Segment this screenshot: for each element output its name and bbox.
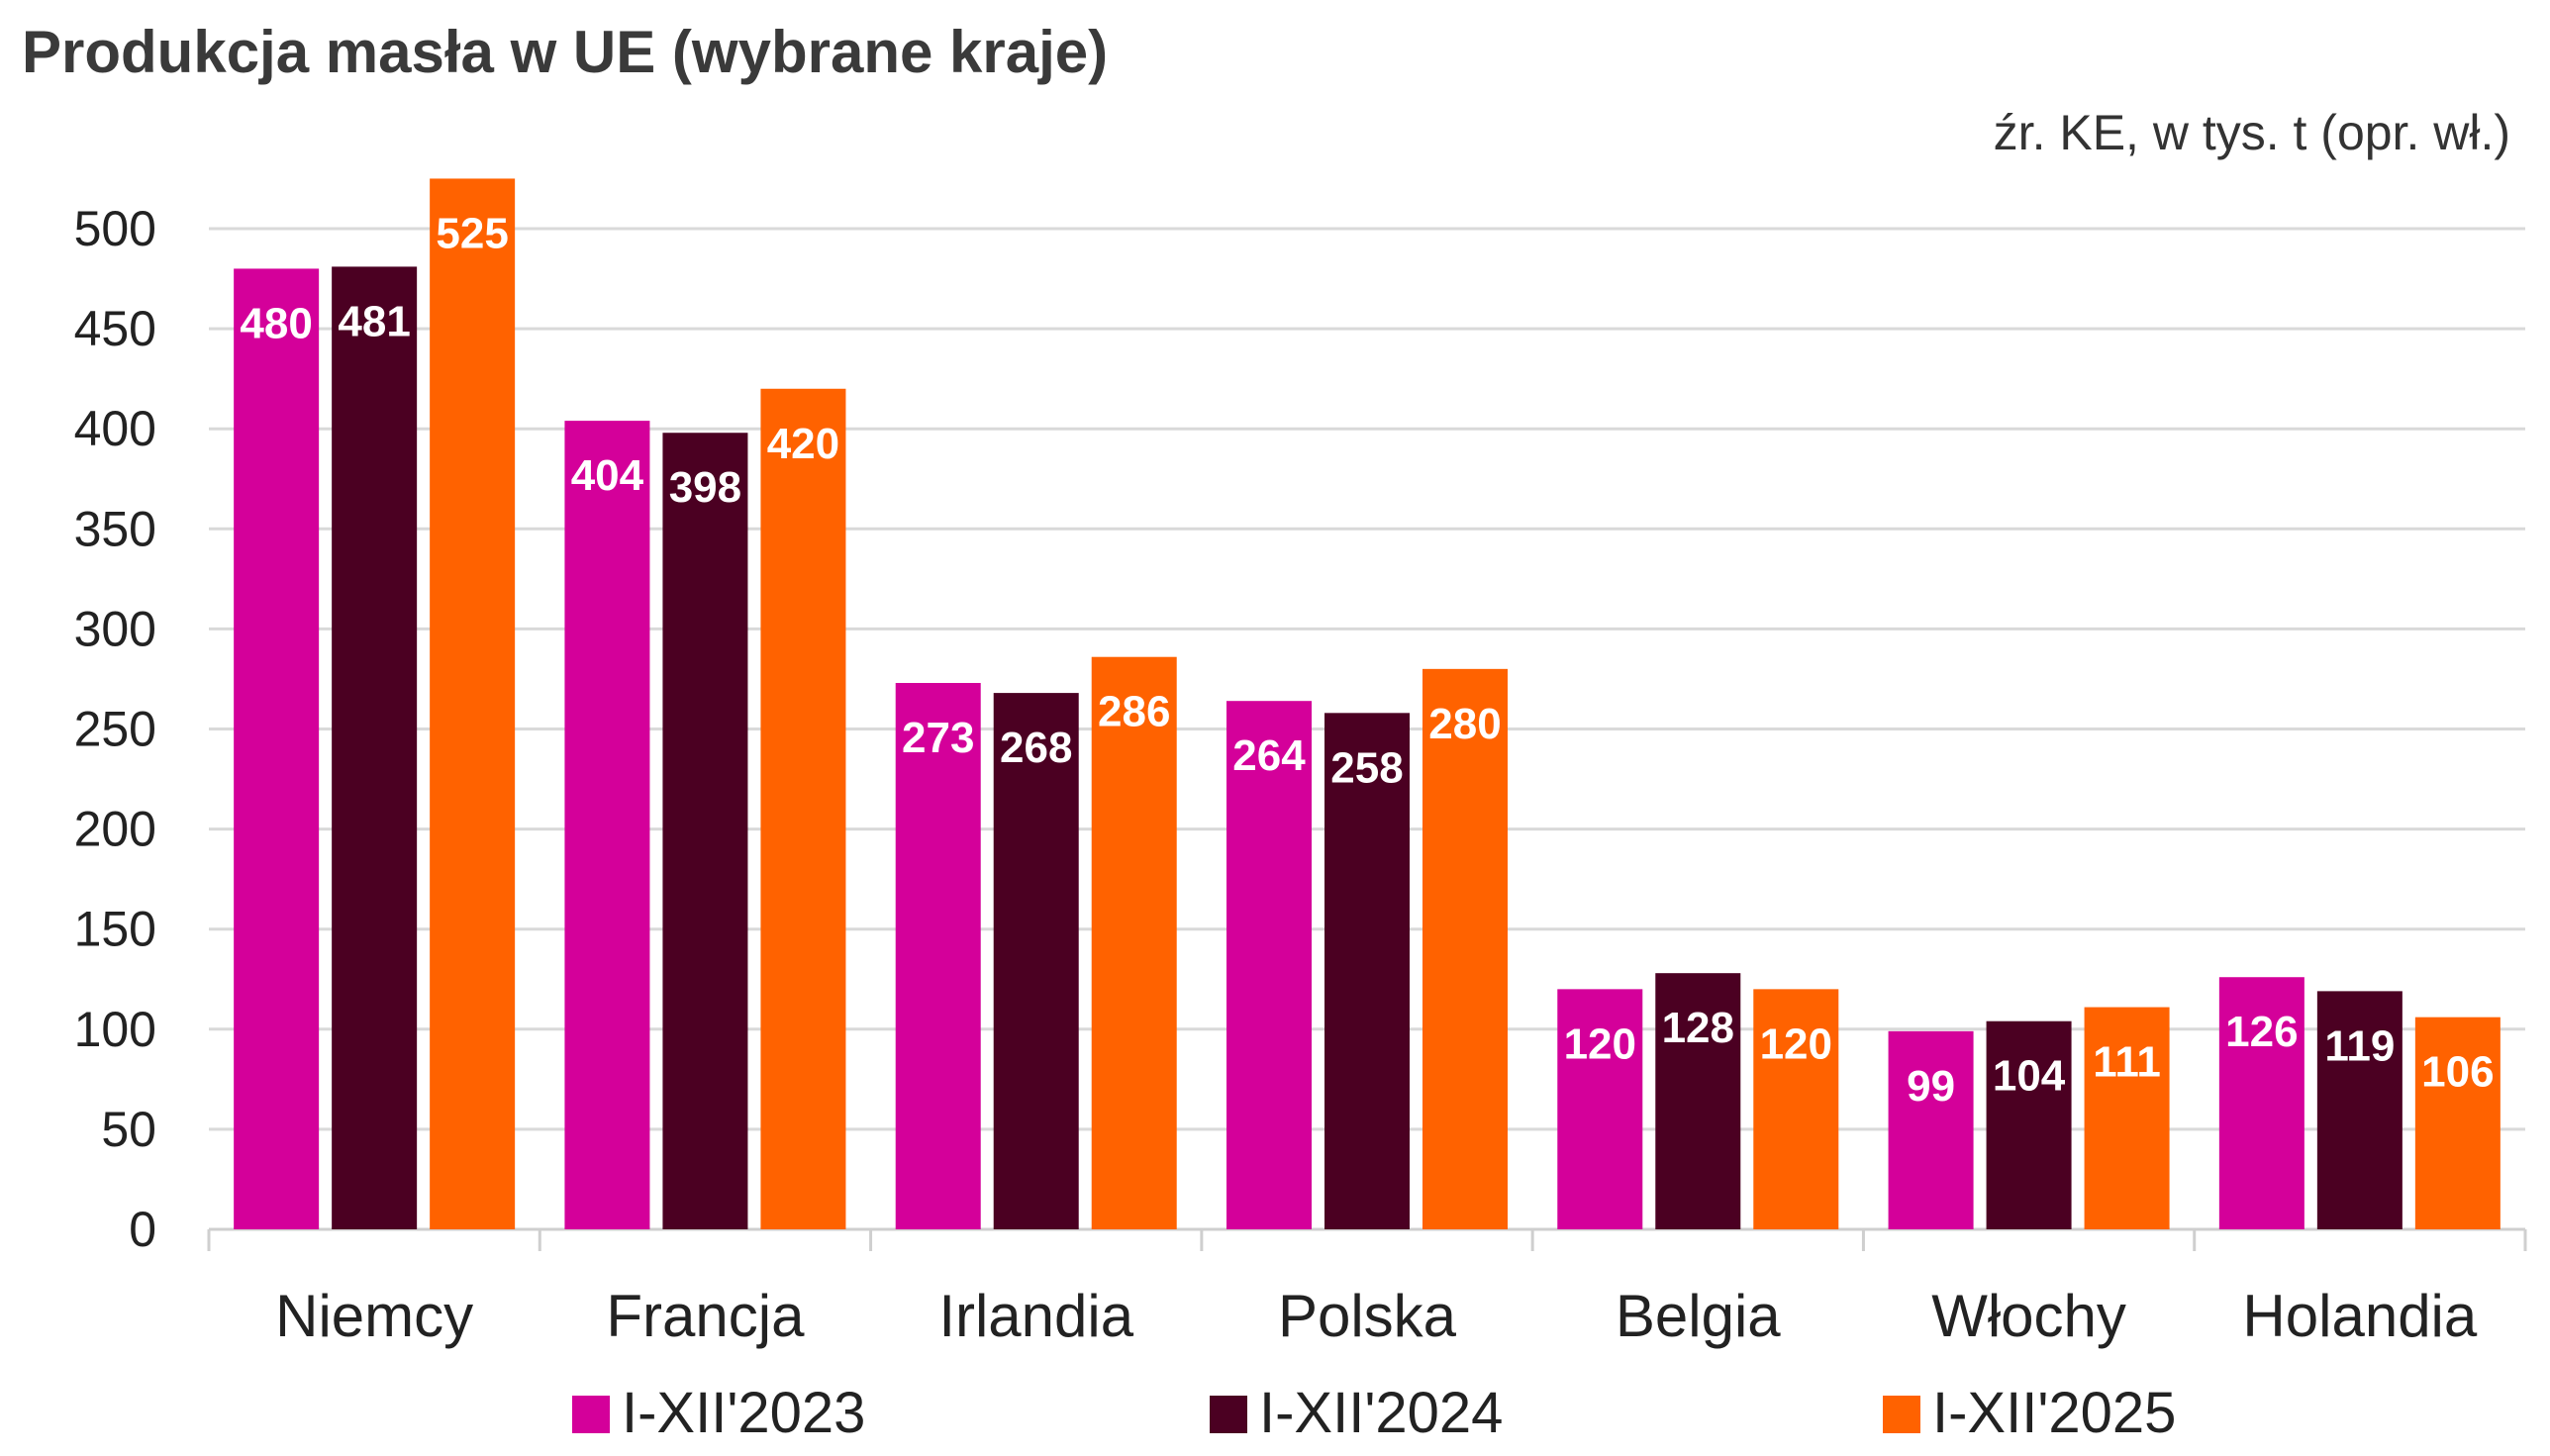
data-label: 268 <box>1000 724 1072 772</box>
data-label: 120 <box>1564 1019 1636 1068</box>
y-tick-label: 500 <box>74 201 156 256</box>
data-label: 128 <box>1662 1004 1734 1052</box>
legend-swatch <box>572 1396 610 1433</box>
x-category-label: Belgia <box>1616 1283 1781 1349</box>
data-label: 481 <box>338 297 410 345</box>
bar <box>662 433 748 1229</box>
y-tick-label: 300 <box>74 601 156 656</box>
bar <box>1986 1020 2072 1229</box>
bar <box>1753 989 1839 1229</box>
chart-source-note: źr. KE, w tys. t (opr. wł.) <box>1993 105 2510 160</box>
data-label: 404 <box>571 451 644 500</box>
bar <box>332 266 418 1230</box>
y-tick-label: 100 <box>74 1002 156 1057</box>
data-label: 280 <box>1428 700 1501 748</box>
bar <box>1557 989 1643 1229</box>
data-label: 525 <box>436 209 508 257</box>
bar <box>1422 668 1508 1229</box>
legend-label: I-XII'2025 <box>1932 1381 2176 1445</box>
y-tick-label: 450 <box>74 301 156 356</box>
bar <box>430 178 516 1230</box>
x-category-label: Holandia <box>2242 1283 2477 1349</box>
y-tick-label: 250 <box>74 702 156 757</box>
y-tick-label: 50 <box>101 1102 156 1157</box>
data-label: 286 <box>1098 688 1170 736</box>
data-label: 126 <box>2225 1008 2298 1056</box>
data-label: 258 <box>1330 743 1403 792</box>
bar <box>1091 656 1177 1229</box>
y-tick-label: 150 <box>74 902 156 957</box>
data-label: 99 <box>1907 1062 1955 1111</box>
bar <box>2414 1017 2501 1229</box>
data-label: 104 <box>1993 1052 2066 1101</box>
bar <box>993 693 1079 1229</box>
x-category-label: Francja <box>606 1283 805 1349</box>
bar <box>2218 977 2305 1229</box>
chart-title: Produkcja masła w UE (wybrane kraje) <box>22 19 1109 85</box>
data-label: 119 <box>2324 1021 2395 1070</box>
data-label: 111 <box>2093 1038 2161 1087</box>
x-category-label: Włochy <box>1931 1283 2126 1349</box>
data-label: 420 <box>767 420 839 468</box>
legend-label: I-XII'2023 <box>622 1381 865 1445</box>
x-category-label: Irlandia <box>938 1283 1133 1349</box>
bar <box>1226 701 1312 1229</box>
legend-label: I-XII'2024 <box>1259 1381 1503 1445</box>
bar <box>895 682 981 1229</box>
data-label: 273 <box>902 714 974 762</box>
bar <box>760 388 846 1229</box>
data-label: 264 <box>1232 731 1306 780</box>
y-tick-label: 0 <box>129 1202 156 1257</box>
bar <box>234 268 320 1229</box>
legend-swatch <box>1210 1396 1247 1433</box>
bar <box>564 421 650 1229</box>
y-tick-label: 350 <box>74 501 156 556</box>
data-label: 120 <box>1760 1019 1832 1068</box>
bar <box>1888 1030 1974 1229</box>
bar <box>1655 973 1741 1229</box>
x-category-label: Niemcy <box>275 1283 473 1349</box>
legend-swatch <box>1883 1396 1920 1433</box>
y-tick-label: 400 <box>74 401 156 456</box>
bar <box>2316 991 2403 1229</box>
y-tick-label: 200 <box>74 802 156 857</box>
data-label: 106 <box>2421 1048 2494 1097</box>
data-label: 480 <box>240 299 312 347</box>
bar <box>1324 713 1410 1229</box>
data-label: 398 <box>669 463 741 512</box>
x-category-label: Polska <box>1278 1283 1457 1349</box>
bar <box>2084 1007 2170 1229</box>
